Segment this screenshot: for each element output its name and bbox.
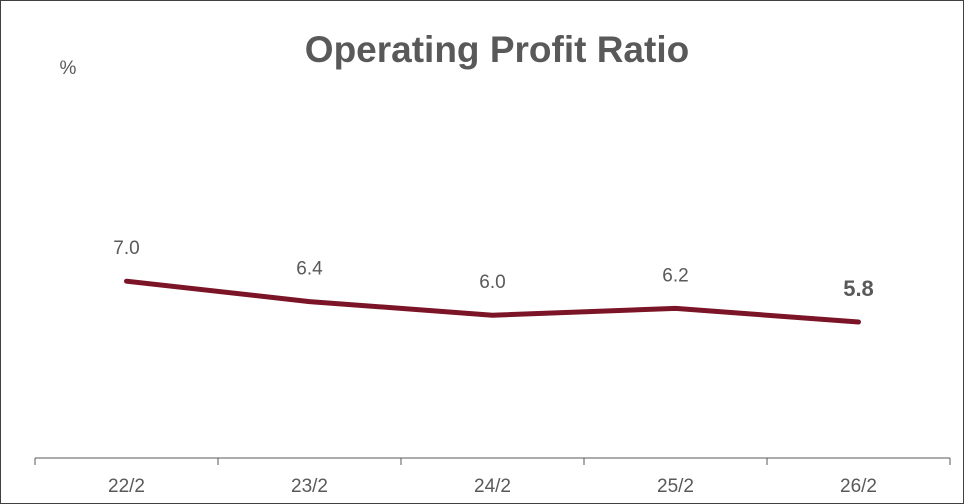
data-label: 5.8 xyxy=(843,276,874,301)
chart-title: Operating Profit Ratio xyxy=(305,29,689,70)
x-tick-label: 25/2 xyxy=(657,476,694,497)
x-tick-label: 22/2 xyxy=(108,476,145,497)
data-label: 6.2 xyxy=(662,265,688,286)
data-line xyxy=(124,278,861,325)
data-label: 7.0 xyxy=(113,238,139,259)
x-tick-label: 23/2 xyxy=(291,476,328,497)
y-axis-label: % xyxy=(60,58,77,79)
data-label: 6.0 xyxy=(479,272,505,293)
data-label: 6.4 xyxy=(296,259,323,280)
x-tick-label: 26/2 xyxy=(840,476,877,497)
x-tick-label: 24/2 xyxy=(474,476,511,497)
